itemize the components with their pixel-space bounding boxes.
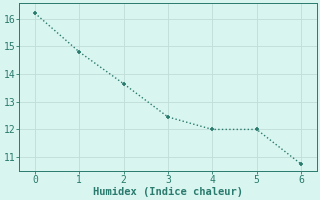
X-axis label: Humidex (Indice chaleur): Humidex (Indice chaleur) [93, 186, 243, 197]
